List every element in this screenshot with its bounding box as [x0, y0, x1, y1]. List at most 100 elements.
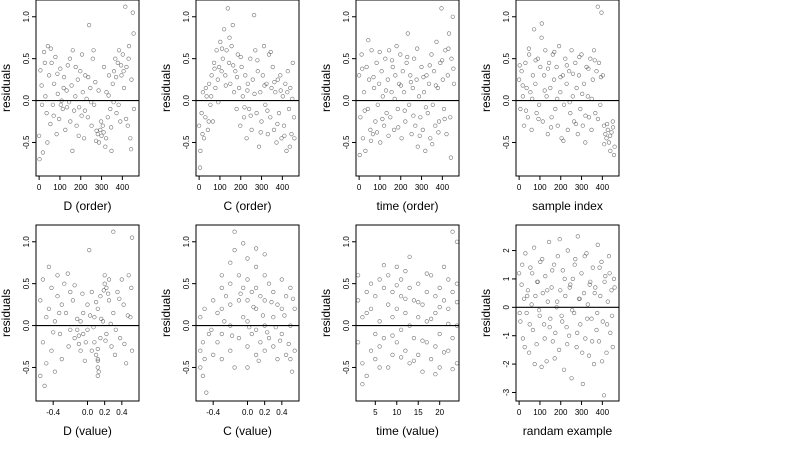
data-point — [411, 336, 417, 341]
data-point — [368, 138, 374, 143]
data-point — [581, 81, 587, 86]
data-point — [262, 348, 267, 353]
data-point — [560, 268, 565, 273]
data-point — [218, 39, 223, 45]
data-point — [71, 108, 77, 113]
data-point — [244, 136, 249, 141]
data-point — [275, 357, 280, 362]
data-point — [377, 344, 382, 349]
y-tick-label: 0.5 — [22, 278, 31, 290]
data-point — [271, 127, 277, 132]
data-point — [49, 60, 54, 66]
data-point — [548, 125, 554, 130]
data-point — [57, 331, 63, 337]
data-point — [568, 282, 573, 287]
data-point — [523, 251, 528, 256]
data-point — [285, 90, 290, 95]
data-point — [74, 123, 79, 128]
data-point — [529, 302, 534, 307]
data-point — [575, 234, 580, 239]
data-point — [610, 119, 615, 124]
data-point — [421, 90, 427, 95]
data-point — [228, 348, 233, 353]
x-tick-label: 0 — [357, 183, 362, 192]
data-point — [214, 48, 219, 53]
data-point — [416, 315, 421, 320]
data-point — [387, 48, 392, 53]
y-tick-label: 0.5 — [342, 278, 351, 290]
data-point — [123, 361, 129, 366]
y-tick-label: 0.5 — [182, 278, 191, 290]
data-point — [564, 63, 569, 68]
data-point — [89, 348, 94, 353]
data-point — [213, 85, 218, 91]
data-point — [403, 310, 408, 316]
data-point — [411, 113, 416, 118]
data-point — [433, 372, 438, 377]
x-tick-label: 100 — [533, 183, 547, 192]
data-point — [241, 315, 246, 320]
scatter-panel-2: 0 100 200 300 400 -0.5 0.0 0.5 1.0 C (order) resid… — [159, 0, 300, 213]
data-point — [421, 74, 426, 80]
data-point — [438, 60, 443, 66]
data-point — [544, 94, 549, 99]
data-point — [63, 127, 68, 132]
data-point — [124, 64, 129, 70]
data-point — [383, 56, 388, 61]
data-point — [356, 298, 361, 303]
data-point — [558, 90, 563, 95]
y-tick-label: -0.5 — [182, 360, 191, 374]
data-point — [239, 64, 244, 70]
data-point — [227, 35, 232, 40]
data-point — [403, 119, 408, 124]
data-point — [268, 115, 273, 120]
data-point — [433, 294, 438, 299]
data-point — [394, 340, 399, 345]
data-point — [555, 254, 560, 259]
data-point — [281, 123, 287, 128]
data-point — [550, 339, 555, 344]
data-point — [530, 73, 536, 78]
data-point — [96, 88, 101, 93]
data-point — [266, 336, 272, 341]
y-tick-label: 1.0 — [182, 236, 191, 248]
data-point — [424, 289, 429, 295]
data-point — [223, 294, 229, 299]
data-point — [291, 115, 297, 120]
data-point — [450, 367, 455, 372]
data-point — [561, 138, 566, 143]
data-point — [67, 56, 72, 61]
data-point — [360, 66, 365, 71]
data-point — [46, 306, 52, 311]
data-point — [436, 119, 442, 124]
data-point — [554, 64, 559, 70]
data-point — [98, 119, 104, 124]
data-point — [78, 348, 83, 353]
data-point — [198, 365, 203, 370]
data-point — [94, 128, 99, 133]
y-tick-label: 1.0 — [342, 236, 351, 248]
data-point — [232, 229, 237, 234]
data-point — [578, 322, 583, 327]
data-point — [378, 140, 383, 145]
data-point — [583, 113, 588, 118]
data-point — [129, 147, 134, 152]
data-point — [597, 265, 602, 270]
data-point — [223, 73, 228, 78]
data-point — [399, 294, 404, 299]
data-point — [202, 306, 207, 311]
data-point — [430, 142, 435, 147]
data-point — [534, 342, 539, 347]
data-point — [78, 319, 83, 324]
data-point — [81, 331, 86, 337]
data-point — [450, 229, 455, 234]
data-point — [540, 119, 545, 124]
x-tick-label: 0 — [37, 183, 42, 192]
data-point — [595, 310, 600, 316]
data-point — [441, 264, 447, 270]
data-point — [575, 132, 580, 137]
data-point — [73, 64, 78, 70]
data-point — [589, 127, 594, 132]
data-point — [251, 305, 256, 310]
y-tick-label: 0.0 — [182, 94, 191, 106]
